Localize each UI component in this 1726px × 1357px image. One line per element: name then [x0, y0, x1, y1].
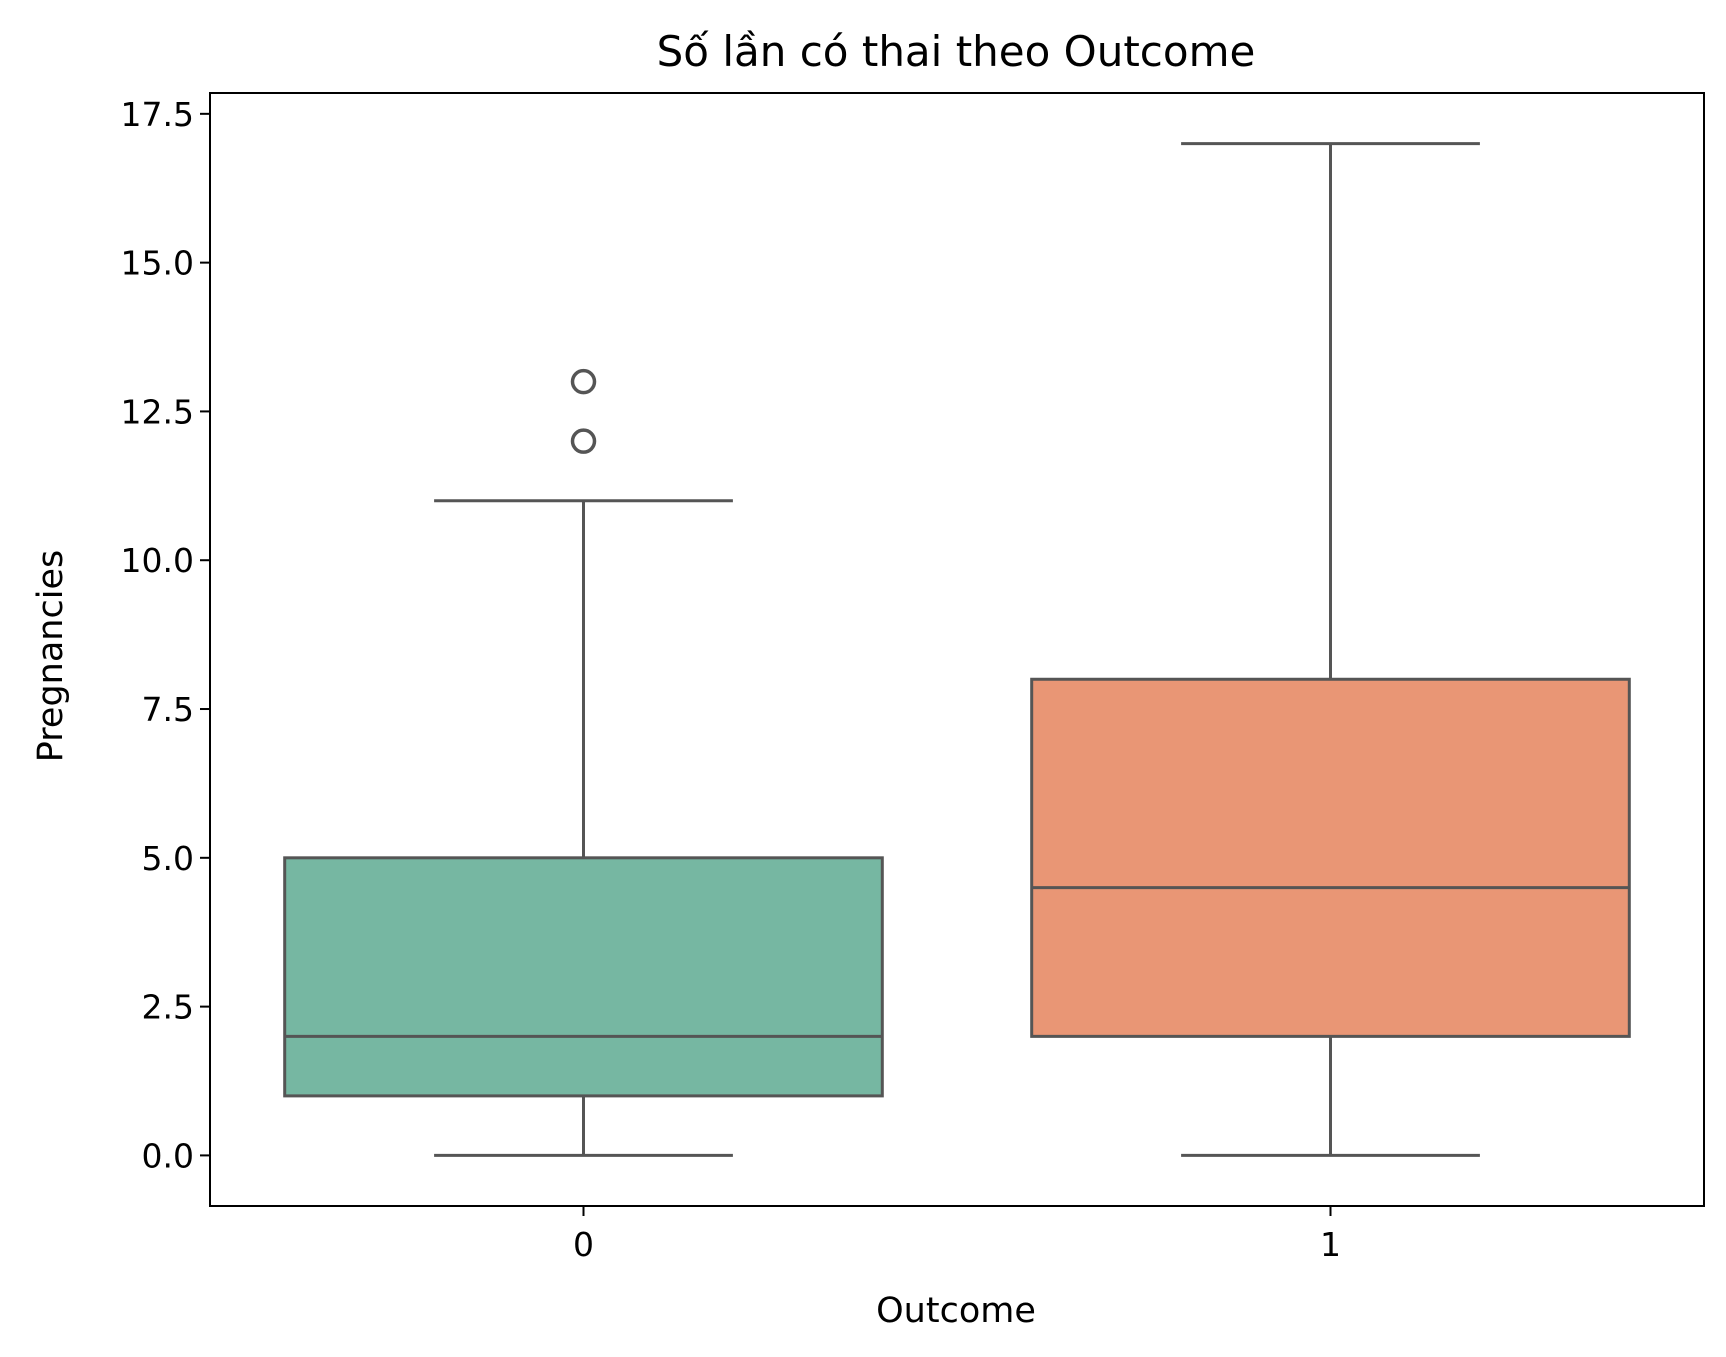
y-tick-label: 10.0 [121, 541, 194, 580]
y-tick-label: 15.0 [121, 244, 194, 283]
y-tick-label: 17.5 [121, 95, 194, 134]
x-tick-label: 1 [1320, 1225, 1341, 1264]
x-axis-label: Outcome [876, 1291, 1036, 1331]
y-tick-label: 5.0 [142, 839, 194, 878]
outlier-point [570, 428, 597, 454]
axes-frame [209, 92, 1705, 1207]
box-iqr [283, 856, 884, 1098]
outlier-point [570, 368, 597, 395]
y-tick-label: 12.5 [121, 392, 194, 431]
plot-area: 0.0 2.5 5.0 7.5 10.0 12.5 15.0 17.5 0 1 [121, 92, 1705, 1264]
x-tick-label: 0 [573, 1225, 594, 1264]
y-tick-label: 2.5 [142, 988, 194, 1027]
y-tick-label: 7.5 [142, 690, 194, 729]
chart-title: Số lần có thai theo Outcome [657, 27, 1256, 76]
box-iqr [1030, 677, 1631, 1038]
y-tick-label: 0.0 [142, 1136, 194, 1175]
y-axis-label: Pregnancies [31, 550, 71, 762]
